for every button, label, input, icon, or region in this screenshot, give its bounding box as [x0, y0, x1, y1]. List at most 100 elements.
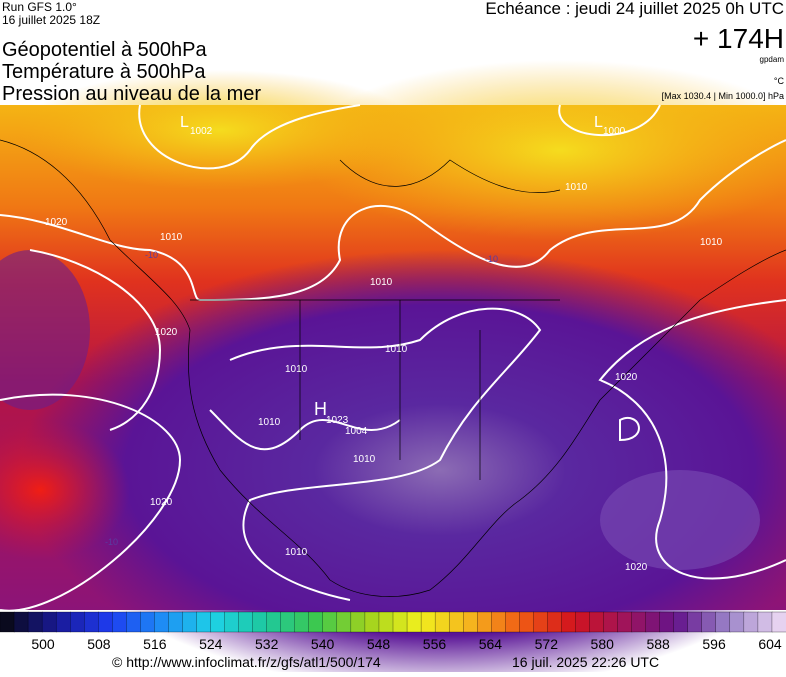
header: Run GFS 1.0° 16 juillet 2025 18Z Géopote… [2, 0, 784, 105]
cold-area [0, 250, 90, 410]
timestamp: 16 juil. 2025 22:26 UTC [512, 654, 659, 670]
contour-label: 1010 [700, 237, 723, 248]
colorbar-swatch [266, 611, 282, 633]
unit-geopotential: gpdam [760, 55, 785, 64]
colorbar-swatch [182, 611, 198, 633]
source: © http://www.infoclimat.fr/z/gfs/atl1/50… [112, 654, 381, 670]
colorbar-swatch [406, 611, 422, 633]
colorbar-swatch [743, 611, 759, 633]
colorbar-swatch [0, 611, 15, 633]
colorbar-swatch [336, 611, 352, 633]
contour-label: 1010 [285, 547, 308, 558]
colorbar-label: 564 [479, 636, 503, 652]
colorbar-swatch [168, 611, 184, 633]
colorbar-swatch [84, 611, 99, 633]
colorbar-label: 500 [31, 636, 55, 652]
isobars [0, 104, 786, 612]
colorbar-label: 580 [591, 636, 615, 652]
warm-area [20, 70, 420, 190]
colorbar-swatch [140, 611, 156, 633]
colorbar-swatch [196, 611, 212, 633]
colorbar-swatch [673, 611, 689, 633]
colorbar-label: 548 [367, 636, 391, 652]
contour-label: 1010 [385, 344, 408, 355]
colorbar-swatch [631, 611, 647, 633]
colorbar-swatch [41, 611, 57, 633]
colorbar-swatch [154, 611, 170, 633]
colorbar-swatch [659, 611, 675, 633]
colorbar-label: 588 [646, 636, 670, 652]
contour-label: 1020 [615, 372, 638, 383]
colorbar-swatch [477, 611, 492, 633]
colorbar-swatch [434, 611, 450, 633]
contour-label: L [180, 114, 189, 131]
contour-label: -10 [485, 254, 498, 264]
colorbar-swatch [603, 611, 619, 633]
contour-label: 1002 [190, 126, 213, 137]
colorbar-swatch [55, 611, 71, 633]
colorbar-label: 516 [143, 636, 167, 652]
contour-label: 1010 [565, 182, 588, 193]
contour-label: 1010 [370, 277, 393, 288]
colorbar-swatch [645, 611, 661, 633]
colorbar: 500 508 516 524 532 540 548 556 564 572 580 588 596 6… [0, 611, 786, 652]
colorbar-swatch [448, 611, 464, 633]
colorbar-swatch [112, 611, 127, 633]
blue-area [600, 470, 760, 570]
run-label: Run GFS 1.0° [2, 0, 77, 14]
contour-label: 1020 [150, 497, 173, 508]
colorbar-swatch [294, 611, 310, 633]
unit-temperature: °C [774, 76, 785, 86]
colorbar-swatch [252, 611, 268, 633]
colorbar-swatch [491, 611, 506, 633]
colorbar-swatch [575, 611, 591, 633]
colorbar-swatch [238, 611, 254, 633]
red-area [0, 420, 130, 560]
colorbar-swatch [13, 611, 29, 633]
colorbar-swatch [378, 611, 394, 633]
title: Température à 500hPa [2, 61, 206, 83]
colorbar-label: 596 [702, 636, 726, 652]
colorbar-swatch [505, 611, 520, 633]
colorbar-swatch [687, 611, 703, 633]
colorbar-swatch [715, 611, 731, 633]
pressure-range: [Max 1030.4 | Min 1000.0] hPa [662, 91, 784, 101]
colorbar-swatch [757, 611, 773, 633]
footer: © http://www.infoclimat.fr/z/gfs/atl1/50… [112, 654, 659, 670]
colorbar-swatch [533, 611, 549, 633]
colorbar-swatch [98, 611, 113, 633]
colorbar-swatch [420, 611, 436, 633]
colorbar-swatch [617, 611, 633, 633]
colorbar-swatch [210, 611, 226, 633]
contour-label: -10 [145, 250, 158, 260]
title: Pression au niveau de la mer [2, 83, 261, 105]
colorbar-label: 508 [87, 636, 111, 652]
contour-label: H [314, 399, 327, 419]
colorbar-label: 532 [255, 636, 279, 652]
contour-label: 1010 [285, 364, 308, 375]
colorbar-swatch [547, 611, 563, 633]
colorbar-swatch [364, 611, 380, 633]
colorbar-swatch [322, 611, 338, 633]
colorbar-swatch [771, 611, 786, 633]
contour-label: -10 [105, 537, 118, 547]
colorbar-label: 572 [535, 636, 559, 652]
colorbar-label: 540 [311, 636, 335, 652]
valid-time: Echéance : jeudi 24 juillet 2025 0h UTC [485, 0, 784, 18]
contour-label: 1010 [353, 454, 376, 465]
title: Géopotentiel à 500hPa [2, 39, 207, 61]
colorbar-swatch [589, 611, 605, 633]
contour-label: 1004 [345, 426, 368, 437]
contour-label: 1000 [603, 126, 626, 137]
warm-area [300, 60, 786, 240]
contour-label: 1020 [45, 217, 68, 228]
colorbar-swatch [561, 611, 577, 633]
contour-label: 1010 [160, 232, 183, 243]
colorbar-swatch [350, 611, 366, 633]
contour-label: 1010 [258, 417, 281, 428]
colorbar-label: 556 [423, 636, 447, 652]
colorbar-label: 524 [199, 636, 223, 652]
run-date: 16 juillet 2025 18Z [2, 13, 100, 27]
colorbar-swatch [308, 611, 324, 633]
